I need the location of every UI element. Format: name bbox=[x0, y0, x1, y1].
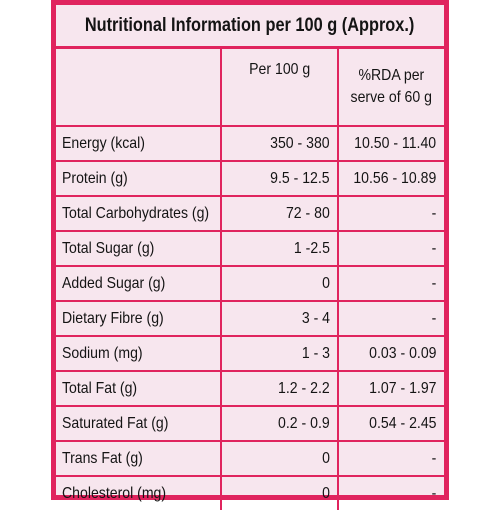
table-row: Total Carbohydrates (g) 72 - 80 - bbox=[56, 195, 444, 232]
rda-value: 10.56 - 10.89 bbox=[337, 160, 444, 197]
per-100g-value: 72 - 80 bbox=[220, 195, 339, 232]
nutrient-name: Total Carbohydrates (g) bbox=[56, 195, 222, 232]
table-row: Added Sugar (g) 0 - bbox=[56, 265, 444, 302]
per-100g-value: 350 - 380 bbox=[220, 125, 339, 162]
table-row: Sodium (mg) 1 - 3 0.03 - 0.09 bbox=[56, 335, 444, 372]
per-100g-value: 0 bbox=[220, 475, 339, 510]
nutrient-name: Added Sugar (g) bbox=[56, 265, 222, 302]
per-100g-value: 3 - 4 bbox=[220, 300, 339, 337]
nutrition-title: Nutritional Information per 100 g (Appro… bbox=[85, 14, 415, 36]
rda-value: - bbox=[337, 300, 444, 337]
per-100g-value: 1 - 3 bbox=[220, 335, 339, 372]
table-row: Saturated Fat (g) 0.2 - 0.9 0.54 - 2.45 bbox=[56, 405, 444, 442]
rda-value: - bbox=[337, 265, 444, 302]
per-100g-value: 9.5 - 12.5 bbox=[220, 160, 339, 197]
per-100g-value: 0.2 - 0.9 bbox=[220, 405, 339, 442]
rda-value: - bbox=[337, 475, 444, 510]
rda-value: 1.07 - 1.97 bbox=[337, 370, 444, 407]
rda-value: - bbox=[337, 440, 444, 477]
nutrition-title-bar: Nutritional Information per 100 g (Appro… bbox=[56, 5, 444, 49]
rda-value: - bbox=[337, 195, 444, 232]
nutrition-table: Per 100 g %RDA per serve of 60 g Energy … bbox=[56, 49, 444, 510]
header-nutrient bbox=[56, 49, 222, 127]
table-row: Total Fat (g) 1.2 - 2.2 1.07 - 1.97 bbox=[56, 370, 444, 407]
nutrient-name: Energy (kcal) bbox=[56, 125, 222, 162]
nutrient-name: Cholesterol (mg) bbox=[56, 475, 222, 510]
table-row: Total Sugar (g) 1 -2.5 - bbox=[56, 230, 444, 267]
table-row: Protein (g) 9.5 - 12.5 10.56 - 10.89 bbox=[56, 160, 444, 197]
rda-value: 10.50 - 11.40 bbox=[337, 125, 444, 162]
per-100g-value: 1.2 - 2.2 bbox=[220, 370, 339, 407]
nutrient-name: Saturated Fat (g) bbox=[56, 405, 222, 442]
nutrient-name: Protein (g) bbox=[56, 160, 222, 197]
header-rda-line1: %RDA per bbox=[358, 67, 425, 84]
header-rda: %RDA per serve of 60 g bbox=[337, 49, 444, 127]
table-row: Cholesterol (mg) 0 - bbox=[56, 475, 444, 510]
nutrient-name: Total Fat (g) bbox=[56, 370, 222, 407]
table-row: Energy (kcal) 350 - 380 10.50 - 11.40 bbox=[56, 125, 444, 162]
table-header-row: Per 100 g %RDA per serve of 60 g bbox=[56, 49, 444, 127]
nutrient-name: Trans Fat (g) bbox=[56, 440, 222, 477]
rda-value: 0.54 - 2.45 bbox=[337, 405, 444, 442]
per-100g-value: 0 bbox=[220, 265, 339, 302]
nutrient-name: Dietary Fibre (g) bbox=[56, 300, 222, 337]
rda-value: - bbox=[337, 230, 444, 267]
rda-value: 0.03 - 0.09 bbox=[337, 335, 444, 372]
per-100g-value: 1 -2.5 bbox=[220, 230, 339, 267]
nutrient-name: Sodium (mg) bbox=[56, 335, 222, 372]
header-per-100g-label: Per 100 g bbox=[248, 61, 311, 78]
nutrition-panel: Nutritional Information per 100 g (Appro… bbox=[51, 0, 449, 510]
header-rda-line2: serve of 60 g bbox=[350, 89, 433, 106]
per-100g-value: 0 bbox=[220, 440, 339, 477]
table-row: Trans Fat (g) 0 - bbox=[56, 440, 444, 477]
header-per-100g: Per 100 g bbox=[220, 49, 339, 127]
nutrient-name: Total Sugar (g) bbox=[56, 230, 222, 267]
table-row: Dietary Fibre (g) 3 - 4 - bbox=[56, 300, 444, 337]
